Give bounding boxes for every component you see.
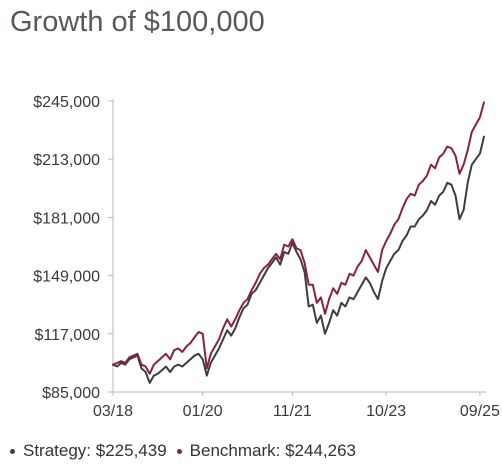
y-tick-label: $85,000 [42,385,100,402]
legend: Strategy: $225,439 Benchmark: $244,263 [10,441,366,461]
series-line-benchmark [112,101,485,375]
legend-label-benchmark: Benchmark: $244,263 [189,441,357,460]
legend-dot-strategy [10,448,15,454]
legend-item-benchmark: Benchmark: $244,263 [176,441,357,461]
x-tick-label: 03/18 [93,403,133,420]
y-tick-label: $149,000 [33,269,100,286]
y-tick-label: $245,000 [33,94,100,111]
x-tick-label: 11/21 [273,403,312,420]
y-tick-label: $213,000 [33,152,100,169]
y-tick-label: $117,000 [34,327,100,344]
x-tick-label: 09/25 [460,403,500,420]
x-tick-label: 01/20 [183,403,223,420]
legend-label-strategy: Strategy: $225,439 [23,441,167,460]
legend-dot-benchmark [176,448,182,454]
x-tick-label: 10/23 [366,403,406,420]
chart-title: Growth of $100,000 [10,6,265,38]
series-line-strategy [112,135,485,384]
legend-item-strategy: Strategy: $225,439 [10,441,167,461]
y-tick-label: $181,000 [33,210,100,227]
